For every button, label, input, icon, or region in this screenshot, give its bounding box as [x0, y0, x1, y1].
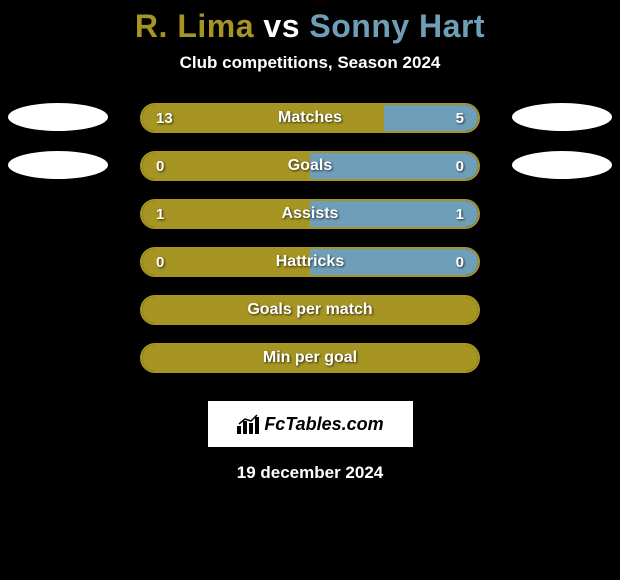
page-title: R. Lima vs Sonny Hart [135, 8, 485, 45]
brand-text: FcTables.com [264, 414, 383, 435]
stat-bar [140, 151, 480, 181]
bar-segment-player1 [142, 153, 310, 179]
stat-row: Assists11 [0, 199, 620, 245]
comparison-card: R. Lima vs Sonny Hart Club competitions,… [0, 0, 620, 483]
title-vs: vs [254, 8, 309, 44]
title-player2: Sonny Hart [309, 8, 485, 44]
bar-segment-player1 [142, 105, 384, 131]
bar-segment-player2 [310, 201, 478, 227]
subtitle: Club competitions, Season 2024 [180, 53, 441, 73]
stat-row: Matches135 [0, 103, 620, 149]
bar-segment-player1 [142, 249, 310, 275]
chart-icon [236, 414, 260, 434]
stat-bar [140, 295, 480, 325]
stat-row: Goals per match [0, 295, 620, 341]
player2-oval [512, 103, 612, 131]
stat-bar [140, 343, 480, 373]
date-label: 19 december 2024 [237, 463, 384, 483]
player1-oval [8, 103, 108, 131]
bar-segment-player2 [310, 249, 478, 275]
bar-segment-player1 [142, 201, 310, 227]
stat-bar [140, 103, 480, 133]
bar-segment-player2 [310, 153, 478, 179]
player1-oval [8, 151, 108, 179]
stat-row: Min per goal [0, 343, 620, 389]
stat-bar [140, 247, 480, 277]
stat-row: Hattricks00 [0, 247, 620, 293]
bar-segment-player1 [142, 345, 478, 371]
stat-rows: Matches135Goals00Assists11Hattricks00Goa… [0, 103, 620, 391]
stat-bar [140, 199, 480, 229]
title-player1: R. Lima [135, 8, 254, 44]
player2-oval [512, 151, 612, 179]
bar-segment-player2 [384, 105, 478, 131]
bar-segment-player1 [142, 297, 478, 323]
brand-badge: FcTables.com [208, 401, 413, 447]
stat-row: Goals00 [0, 151, 620, 197]
